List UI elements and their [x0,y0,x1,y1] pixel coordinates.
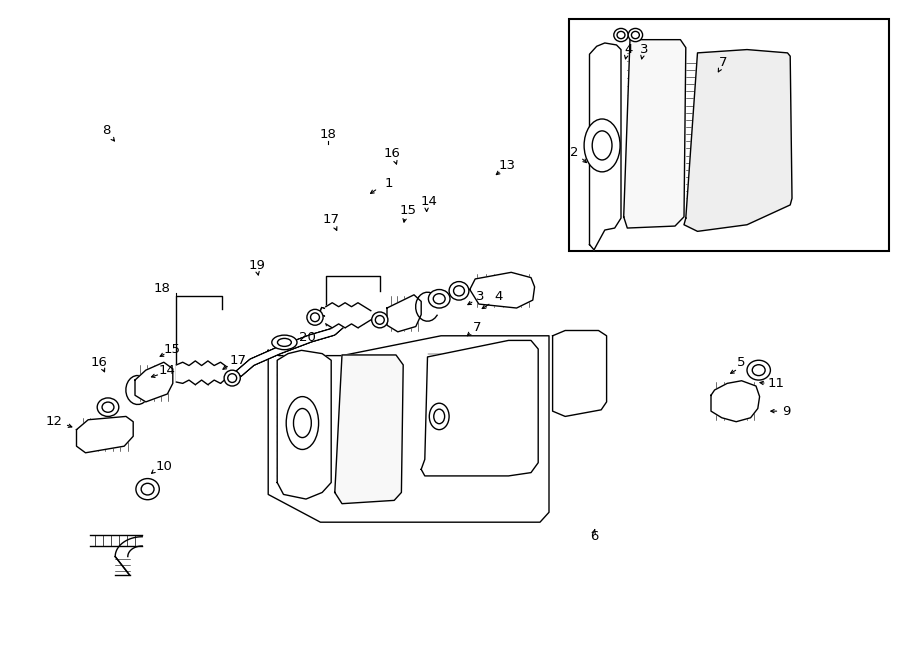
Text: 19: 19 [248,259,265,272]
Polygon shape [76,416,133,453]
Ellipse shape [428,290,450,308]
Ellipse shape [592,131,612,160]
Polygon shape [590,43,621,250]
Text: 8: 8 [102,124,111,137]
Ellipse shape [293,408,311,438]
Text: 16: 16 [91,356,107,369]
Ellipse shape [224,370,240,386]
Text: 7: 7 [719,56,728,69]
Ellipse shape [102,402,114,412]
Text: 4: 4 [494,290,503,303]
Ellipse shape [628,28,643,42]
Text: 16: 16 [384,147,400,160]
Text: 15: 15 [164,342,180,356]
Ellipse shape [434,409,445,424]
Polygon shape [135,362,173,402]
Text: 9: 9 [782,405,791,418]
Polygon shape [553,330,607,416]
Text: 4: 4 [624,43,633,56]
Text: 18: 18 [154,282,170,295]
Ellipse shape [272,335,297,350]
Text: 15: 15 [400,204,416,217]
Text: 1: 1 [384,177,393,190]
Ellipse shape [375,315,384,325]
Text: 17: 17 [323,213,339,226]
Text: 10: 10 [156,459,172,473]
Ellipse shape [454,286,464,296]
Polygon shape [326,303,371,328]
Text: 20: 20 [300,330,316,344]
Ellipse shape [136,479,159,500]
Text: 2: 2 [570,145,579,159]
Text: 5: 5 [737,356,746,369]
Text: 11: 11 [768,377,784,390]
Ellipse shape [584,119,620,172]
Polygon shape [421,340,538,476]
Ellipse shape [614,28,628,42]
Ellipse shape [632,31,639,38]
Text: 3: 3 [640,43,649,56]
Ellipse shape [449,282,469,300]
Polygon shape [176,361,227,385]
Ellipse shape [372,312,388,328]
Ellipse shape [433,293,446,304]
Text: 14: 14 [159,364,176,377]
Polygon shape [711,381,760,422]
Polygon shape [335,355,403,504]
Ellipse shape [747,360,770,380]
Text: 13: 13 [499,159,515,172]
Polygon shape [277,350,331,499]
Text: 3: 3 [476,290,485,303]
Ellipse shape [141,483,154,495]
Ellipse shape [752,365,765,375]
Polygon shape [624,40,686,228]
Bar [569,19,889,251]
Polygon shape [470,272,535,308]
Ellipse shape [617,31,625,38]
Ellipse shape [286,397,319,449]
Ellipse shape [228,373,237,383]
Polygon shape [684,50,792,231]
Text: 6: 6 [590,530,598,543]
Ellipse shape [307,309,323,325]
Polygon shape [387,295,421,332]
Text: 17: 17 [230,354,246,367]
Text: 14: 14 [421,195,437,208]
Text: 7: 7 [472,321,482,334]
Ellipse shape [429,403,449,430]
Ellipse shape [310,313,320,322]
Ellipse shape [97,398,119,416]
Ellipse shape [277,338,292,346]
Text: 18: 18 [320,128,336,141]
Text: 12: 12 [46,415,62,428]
